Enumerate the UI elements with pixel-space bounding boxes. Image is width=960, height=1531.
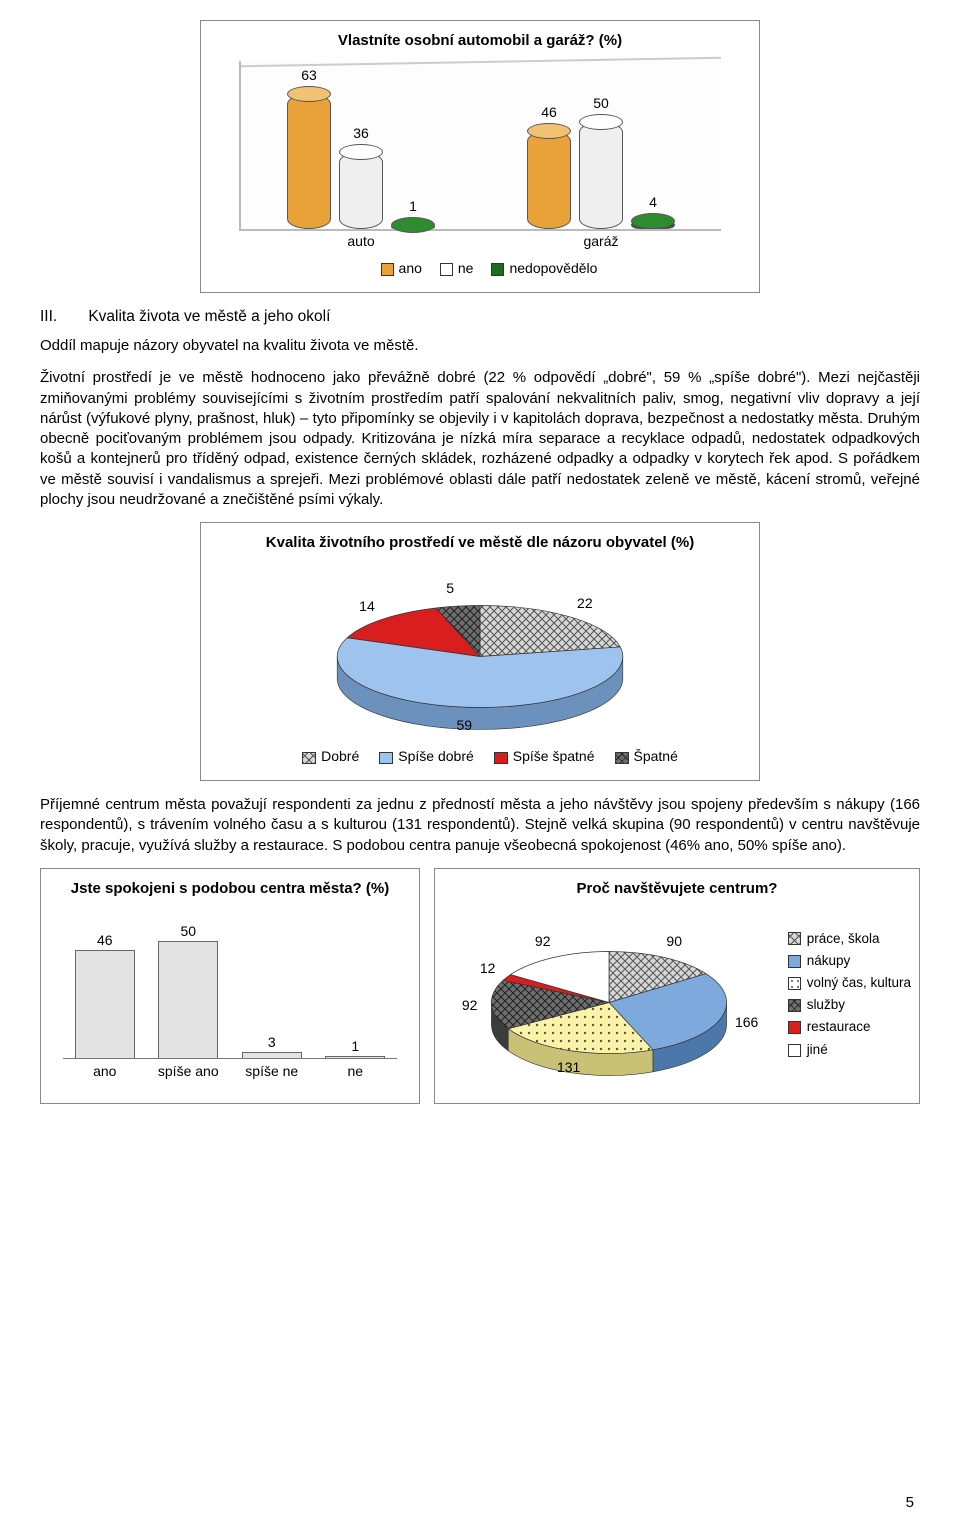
chart3-title: Jste spokojeni s podobou centra města? (… bbox=[49, 879, 411, 899]
pie-value-label: 14 bbox=[359, 597, 375, 616]
pie-value-label: 5 bbox=[446, 579, 454, 598]
legend-item: nedopovědělo bbox=[473, 260, 597, 276]
bar-cylinder: 50 bbox=[579, 122, 623, 229]
bar-cylinder: 4 bbox=[631, 221, 675, 230]
legend-item: Spíše dobré bbox=[359, 748, 474, 764]
chart-auto-garage: Vlastníte osobní automobil a garáž? (%) … bbox=[200, 20, 760, 293]
legend-item: nákupy bbox=[788, 952, 911, 970]
bar: 50 bbox=[158, 941, 218, 1059]
pie-value-label: 59 bbox=[456, 716, 472, 735]
legend-item: služby bbox=[788, 996, 911, 1014]
chart2-legend: DobréSpíše dobréSpíše špatnéŠpatné bbox=[209, 747, 751, 766]
chart3-plot: 46ano50spíše ano3spíše ne1ne bbox=[63, 909, 397, 1059]
page-number: 5 bbox=[906, 1493, 914, 1513]
heading-roman: III. bbox=[40, 307, 84, 328]
legend-item: práce, škola bbox=[788, 930, 911, 948]
category-label: ne bbox=[347, 1062, 363, 1081]
category-label: ano bbox=[93, 1062, 116, 1081]
chart4-title: Proč navštěvujete centrum? bbox=[443, 879, 911, 899]
legend-item: ne bbox=[422, 260, 474, 276]
paragraph-centre: Příjemné centrum města považují responde… bbox=[40, 795, 920, 856]
paragraph-intro: Oddíl mapuje názory obyvatel na kvalitu … bbox=[40, 336, 920, 356]
chart-environment-pie: Kvalita životního prostředí ve městě dle… bbox=[200, 522, 760, 781]
chart1-legend: anonenedopovědělo bbox=[209, 259, 751, 278]
pie-svg bbox=[310, 563, 650, 733]
bottom-charts-row: Jste spokojeni s podobou centra města? (… bbox=[40, 868, 920, 1118]
bar-cylinder: 36 bbox=[339, 152, 383, 229]
pie-value-label: 92 bbox=[535, 932, 551, 951]
pie-value-label: 92 bbox=[462, 996, 478, 1015]
chart4-legend: práce, škola nákupy volný čas, kultura služ… bbox=[788, 926, 911, 1063]
chart4-plot: 90166131921292 bbox=[469, 909, 749, 1079]
category-label: spíše ano bbox=[158, 1062, 219, 1081]
bar-cylinder: 1 bbox=[391, 225, 435, 229]
legend-item: restaurace bbox=[788, 1018, 911, 1036]
paragraph-environment: Životní prostředí je ve městě hodnoceno … bbox=[40, 368, 920, 510]
category-label: auto bbox=[347, 232, 374, 251]
section-heading: III. Kvalita života ve městě a jeho okol… bbox=[40, 307, 920, 328]
bar-cylinder: 63 bbox=[287, 94, 331, 229]
pie-value-label: 90 bbox=[666, 932, 682, 951]
category-label: garáž bbox=[583, 232, 618, 251]
bar: 46 bbox=[75, 950, 135, 1059]
category-label: spíše ne bbox=[245, 1062, 298, 1081]
pie-value-label: 22 bbox=[577, 594, 593, 613]
legend-item: volný čas, kultura bbox=[788, 974, 911, 992]
heading-text: Kvalita života ve městě a jeho okolí bbox=[88, 308, 330, 325]
pie-value-label: 166 bbox=[735, 1013, 758, 1032]
chart-visit-reason-pie: Proč navštěvujete centrum? 9016613192129… bbox=[434, 868, 920, 1104]
pie-svg bbox=[469, 909, 749, 1079]
legend-item: jiné bbox=[788, 1041, 911, 1059]
chart1-title: Vlastníte osobní automobil a garáž? (%) bbox=[209, 31, 751, 51]
bar-cylinder: 46 bbox=[527, 131, 571, 230]
chart2-plot: 22 59 14 5 bbox=[310, 563, 650, 733]
chart1-plot: 63361auto46504garáž bbox=[239, 61, 721, 231]
legend-item: ano bbox=[363, 260, 422, 276]
legend-item: Dobré bbox=[282, 748, 359, 764]
pie-value-label: 131 bbox=[557, 1058, 580, 1077]
pie-value-label: 12 bbox=[480, 959, 496, 978]
chart-satisfaction-bar: Jste spokojeni s podobou centra města? (… bbox=[40, 868, 420, 1104]
legend-item: Spíše špatné bbox=[474, 748, 595, 764]
chart2-title: Kvalita životního prostředí ve městě dle… bbox=[209, 533, 751, 553]
legend-item: Špatné bbox=[595, 748, 678, 764]
